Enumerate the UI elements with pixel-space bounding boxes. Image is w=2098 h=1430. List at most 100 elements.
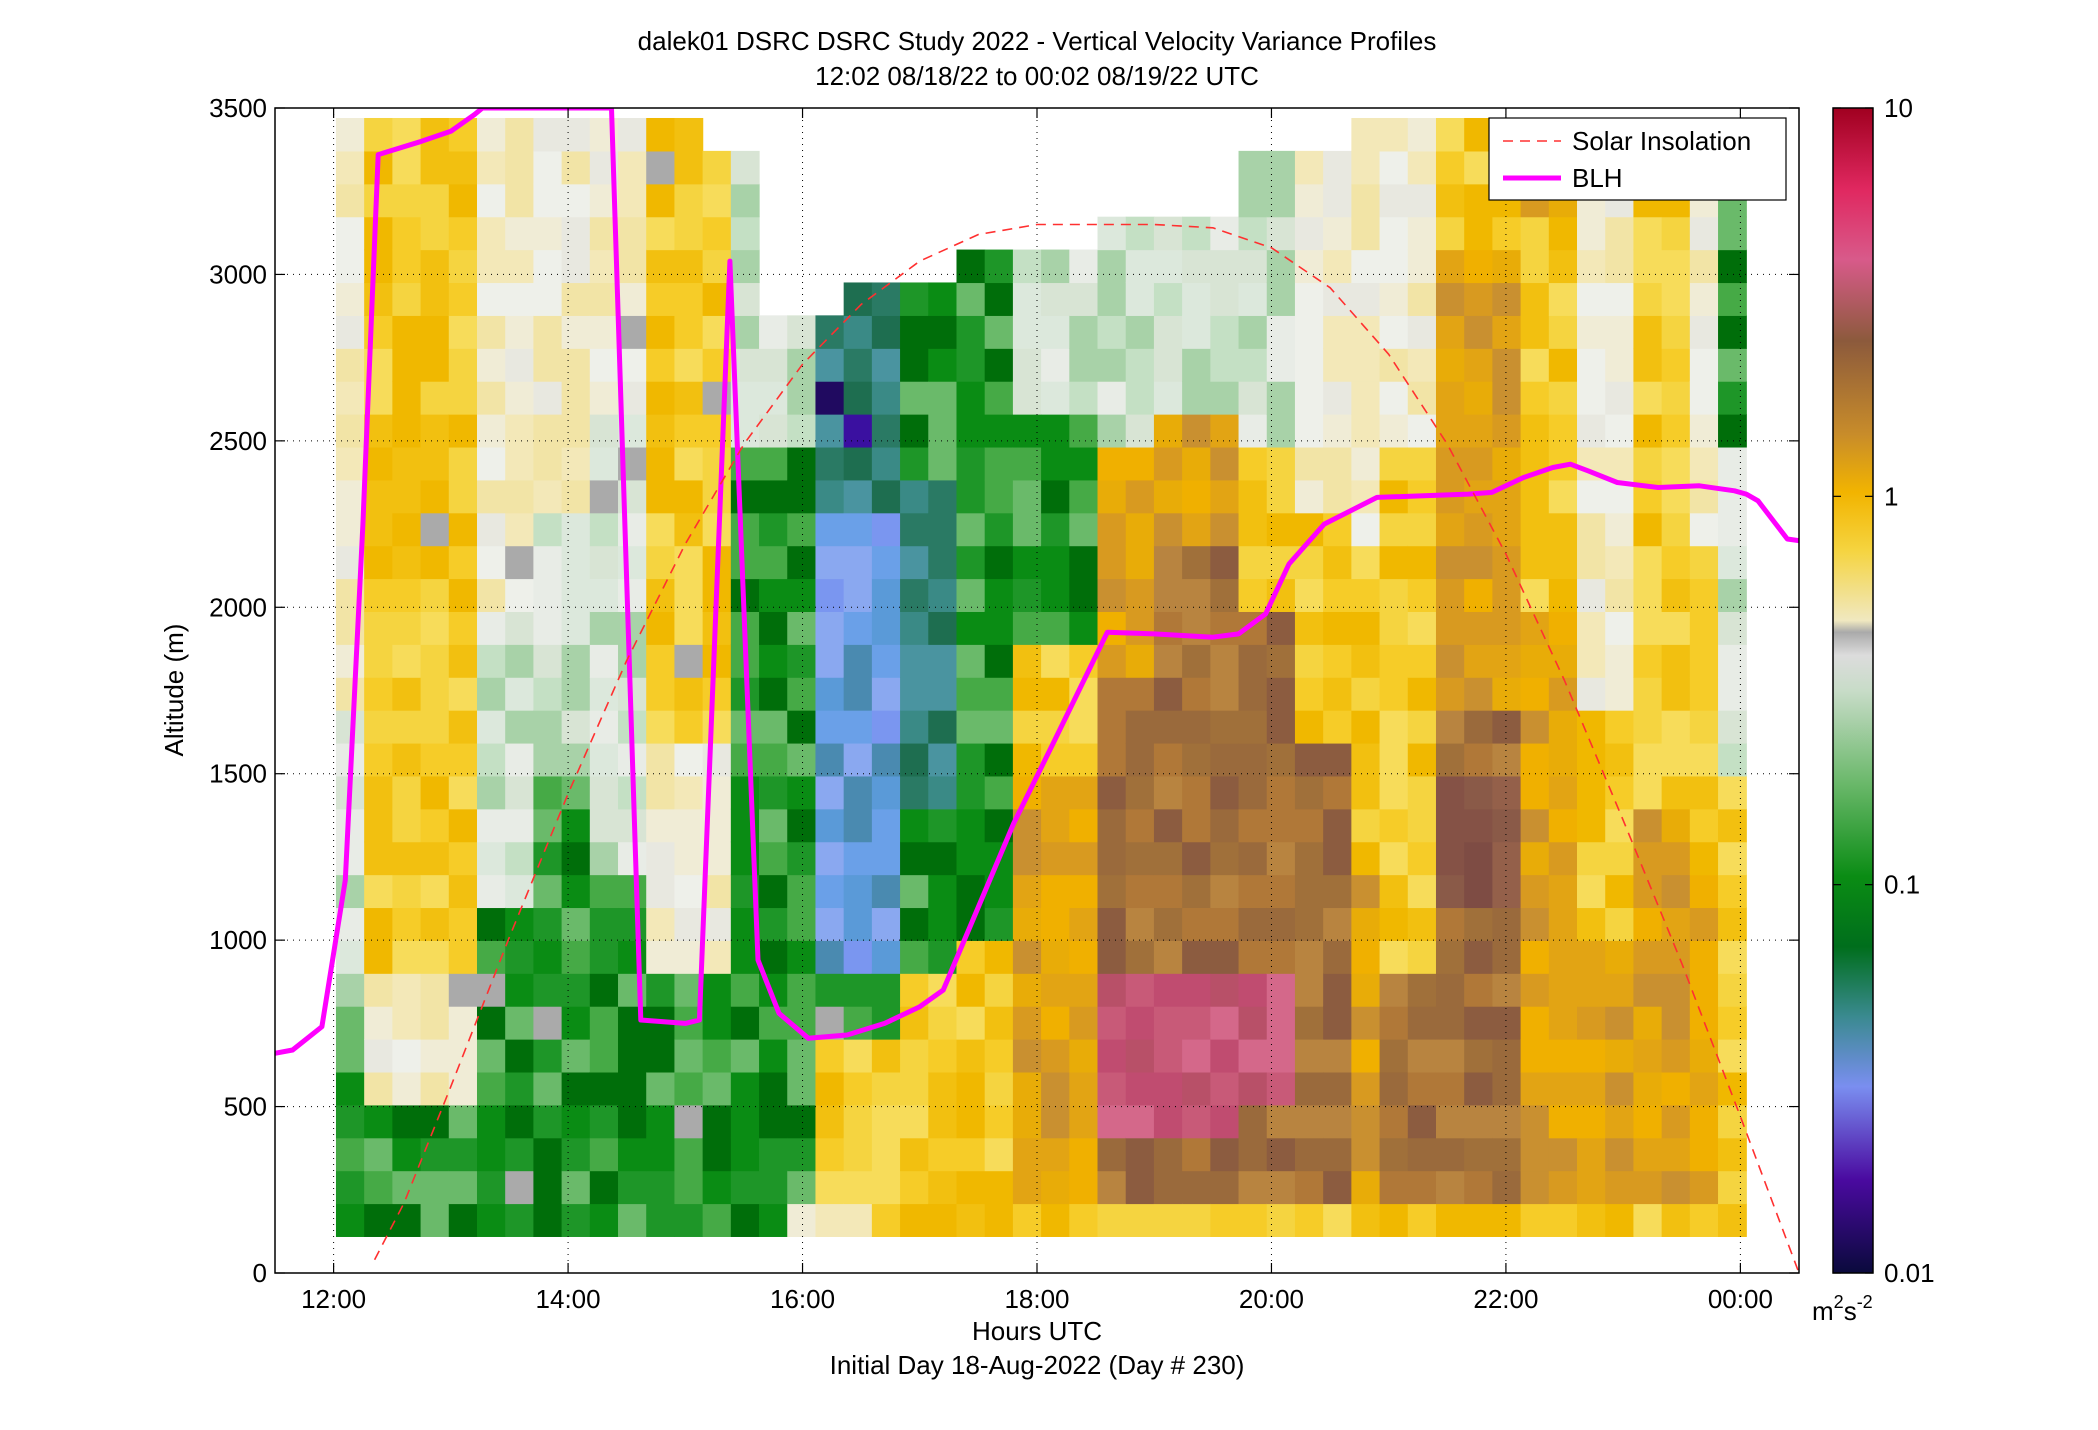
colorbar-unit-sup2: -2 <box>1857 1292 1873 1312</box>
heatmap-cell <box>448 348 478 382</box>
heatmap-cell <box>561 1137 591 1172</box>
heatmap-cell <box>1548 1039 1578 1073</box>
heatmap-cell <box>1351 282 1381 316</box>
heatmap-cell <box>843 874 873 909</box>
heatmap-cell <box>871 742 901 777</box>
heatmap-cell <box>900 381 929 415</box>
heatmap-cell <box>928 1104 958 1139</box>
heatmap-cell <box>1661 545 1691 580</box>
heatmap-cell <box>984 446 1014 481</box>
heatmap-cell <box>1238 907 1268 941</box>
heatmap-cell <box>1379 1006 1409 1040</box>
heatmap-cell <box>1605 578 1635 612</box>
heatmap-cell <box>1407 742 1437 777</box>
heatmap-cell <box>1125 1006 1155 1040</box>
heatmap-cell <box>1464 381 1493 415</box>
heatmap-cell <box>420 742 450 777</box>
heatmap-cell <box>956 1170 986 1205</box>
heatmap-cell <box>533 249 563 284</box>
heatmap-cell <box>476 808 506 843</box>
heatmap-cell <box>1323 545 1352 580</box>
heatmap-cell <box>1294 1104 1324 1139</box>
heatmap-cell <box>1464 117 1493 152</box>
x-axis-label: Hours UTC <box>972 1316 1102 1346</box>
heatmap-cell <box>1041 644 1070 678</box>
heatmap-cell <box>646 216 676 251</box>
heatmap-cell <box>505 1039 534 1073</box>
heatmap-cell <box>364 512 393 547</box>
heatmap-cell <box>1689 611 1719 645</box>
heatmap-cell <box>533 973 563 1007</box>
heatmap-cell <box>843 1104 873 1139</box>
heatmap-cell <box>900 578 929 612</box>
heatmap-cell <box>448 578 478 612</box>
heatmap-cell <box>1435 775 1465 810</box>
heatmap-cell <box>1407 282 1437 316</box>
heatmap-cell <box>843 545 873 580</box>
heatmap-cell <box>1718 512 1747 547</box>
heatmap-cell <box>364 644 393 678</box>
heatmap-cell <box>674 742 704 777</box>
heatmap-cell <box>900 611 929 645</box>
heatmap-cell <box>984 677 1014 711</box>
heatmap-cell <box>392 1071 422 1106</box>
heatmap-cell <box>956 545 986 580</box>
heatmap-cell <box>787 578 817 612</box>
heatmap-cell <box>674 1170 704 1205</box>
heatmap-cell <box>843 611 873 645</box>
heatmap-cell <box>1548 545 1578 580</box>
heatmap-cell <box>420 808 450 843</box>
heatmap-cell <box>900 545 929 580</box>
heatmap-cell <box>1379 940 1409 974</box>
heatmap-cell <box>1323 348 1352 382</box>
heatmap-cell <box>674 907 704 941</box>
heatmap-cell <box>1548 710 1578 744</box>
heatmap-cell <box>984 940 1014 974</box>
heatmap-cell <box>476 1203 506 1237</box>
heatmap-cell <box>984 1071 1014 1106</box>
heatmap-cell <box>1520 1137 1550 1172</box>
heatmap-cell <box>1323 1006 1352 1040</box>
heatmap-cell <box>1323 216 1352 251</box>
heatmap-cell <box>1125 775 1155 810</box>
heatmap-cell <box>1633 282 1663 316</box>
heatmap-cell <box>1041 841 1070 876</box>
heatmap-cell <box>533 1137 563 1172</box>
colorbar-tick-label: 0.01 <box>1884 1258 1935 1288</box>
heatmap-cell <box>1125 414 1155 448</box>
heatmap-cell <box>1464 644 1493 678</box>
heatmap-cell <box>646 578 676 612</box>
heatmap-cell <box>1266 446 1296 481</box>
heatmap-cell <box>505 973 534 1007</box>
heatmap-cell <box>871 446 901 481</box>
heatmap-cell <box>1577 874 1606 909</box>
heatmap-cell <box>1210 940 1240 974</box>
heatmap-cell <box>1351 742 1381 777</box>
heatmap-cell <box>1294 742 1324 777</box>
heatmap-cell <box>759 381 788 415</box>
heatmap-cell <box>1153 611 1183 645</box>
heatmap-cell <box>1577 315 1606 349</box>
heatmap-cell <box>843 479 873 514</box>
heatmap-cell <box>646 644 676 678</box>
heatmap-cell <box>1125 1071 1155 1106</box>
heatmap-cell <box>618 150 647 185</box>
heatmap-cell <box>561 446 591 481</box>
heatmap-cell <box>476 479 506 514</box>
heatmap-cell <box>618 216 647 251</box>
heatmap-cell <box>476 249 506 284</box>
heatmap-cell <box>420 710 450 744</box>
heatmap-cell <box>1548 578 1578 612</box>
heatmap-cell <box>674 611 704 645</box>
heatmap-cell <box>1718 545 1747 580</box>
heatmap-cell <box>364 973 393 1007</box>
heatmap-cell <box>1153 249 1183 284</box>
heatmap-cell <box>1633 1203 1663 1237</box>
heatmap-cell <box>448 1006 478 1040</box>
heatmap-cell <box>1266 808 1296 843</box>
heatmap-cell <box>1351 512 1381 547</box>
heatmap-cell <box>1294 578 1324 612</box>
heatmap-cell <box>1689 381 1719 415</box>
heatmap-cell <box>1238 1104 1268 1139</box>
heatmap-cell <box>900 315 929 349</box>
